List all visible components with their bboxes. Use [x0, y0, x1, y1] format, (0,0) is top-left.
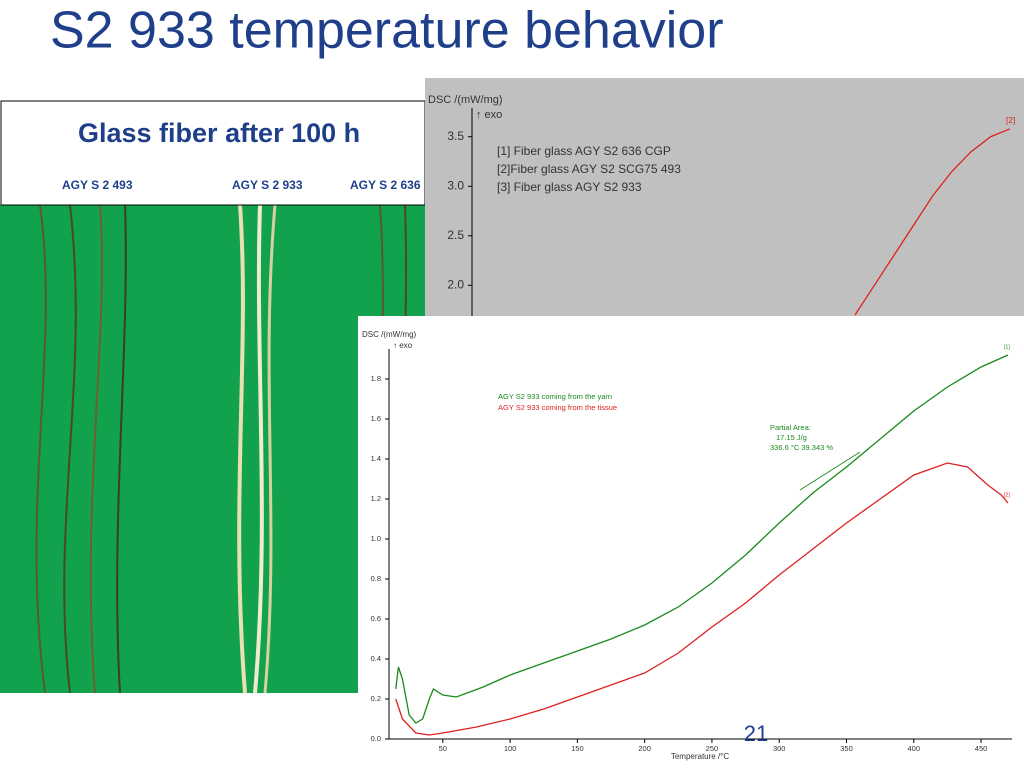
annotation: 17.15 J/g [776, 433, 807, 442]
y-tick-label: 0.0 [371, 734, 381, 743]
x-label: Temperature /°C [671, 752, 730, 761]
y-tick-label: 1.0 [371, 534, 381, 543]
y-tick-label: 0.8 [371, 574, 381, 583]
x-tick-label: 350 [840, 744, 853, 753]
legend-line: [2]Fiber glass AGY S2 SCG75 493 [497, 162, 681, 176]
page-number: 21 [744, 721, 768, 746]
photo-label: AGY S 2 493 [62, 178, 133, 192]
chart-panel [425, 78, 1024, 318]
y-tick-label: 3.0 [447, 178, 464, 192]
annotation: 336.6 °C 39.343 % [770, 443, 833, 452]
data-line [854, 128, 1011, 316]
curve-marker: [1] [1004, 344, 1010, 350]
x-tick-label: 400 [908, 744, 921, 753]
slide-title: S2 933 temperature behavior [50, 2, 724, 60]
chart: DSC /(mW/mg) ↑ exo Temperature /°C AGY S… [362, 330, 1012, 761]
fibers [35, 204, 408, 694]
y-tick-label: 2.0 [447, 277, 464, 291]
curve-marker: [2] [1006, 115, 1015, 125]
photo-label: AGY S 2 933 [232, 178, 303, 192]
data-line [395, 462, 1009, 736]
y-tick-label: 0.2 [371, 694, 381, 703]
x-tick-label: 100 [504, 744, 517, 753]
curve-marker: [2] [1004, 492, 1010, 498]
x-tick-label: 200 [638, 744, 651, 753]
x-tick-label: 300 [773, 744, 786, 753]
chart: DSC /(mW/mg) ↑ exo [1] Fiber glass AGY S… [428, 94, 1015, 318]
x-tick-label: 150 [571, 744, 584, 753]
annotation: Partial Area: [770, 423, 811, 432]
x-tick-label: 250 [706, 744, 719, 753]
data-line [395, 354, 1009, 724]
y-tick-label: 1.6 [371, 414, 381, 423]
legend-entry: AGY S2 933 coming from the tissue [498, 403, 617, 412]
y-tick-label: 2.5 [447, 228, 464, 242]
photo-header [0, 100, 426, 206]
y-tick-label: 1.2 [371, 494, 381, 503]
y-tick-label: 1.4 [371, 454, 381, 463]
annotation-line [799, 451, 861, 491]
chart-panel [358, 316, 1024, 768]
y-note: ↑ exo [393, 341, 413, 350]
photo-heading: Glass fiber after 100 h [78, 118, 360, 148]
legend-line: [3] Fiber glass AGY S2 933 [497, 180, 642, 194]
legend-line: [1] Fiber glass AGY S2 636 CGP [497, 144, 671, 158]
y-tick-label: 0.4 [371, 654, 381, 663]
photo-label: AGY S 2 636 [350, 178, 421, 192]
x-tick-label: 50 [439, 744, 447, 753]
y-label: DSC /(mW/mg) [428, 94, 503, 106]
y-label: DSC /(mW/mg) [362, 330, 417, 339]
y-tick-label: 3.5 [447, 129, 464, 143]
y-note: ↑ exo [476, 109, 502, 121]
y-tick-label: 1.8 [371, 374, 381, 383]
legend-entry: AGY S2 933 coming from the yarn [498, 392, 612, 401]
x-tick-label: 450 [975, 744, 988, 753]
y-tick-label: 0.6 [371, 614, 381, 623]
